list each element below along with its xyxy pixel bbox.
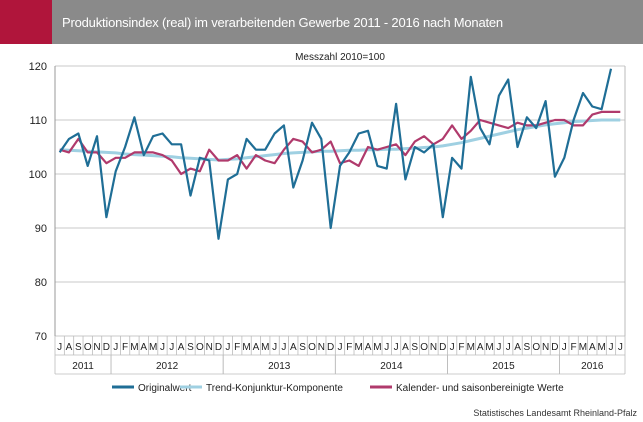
month-tick-label: A xyxy=(402,342,409,353)
month-tick-label: J xyxy=(338,342,343,353)
month-tick-label: A xyxy=(140,342,147,353)
month-tick-label: J xyxy=(384,342,389,353)
month-tick-label: M xyxy=(242,342,250,353)
month-tick-label: J xyxy=(562,342,567,353)
month-tick-label: A xyxy=(66,342,73,353)
month-tick-label: S xyxy=(75,342,82,353)
y-tick-label: 110 xyxy=(29,115,47,127)
source-note: Statistisches Landesamt Rheinland-Pfalz xyxy=(473,408,637,418)
month-tick-label: A xyxy=(178,342,185,353)
chart-subtitle: Messzahl 2010=100 xyxy=(295,52,385,63)
month-tick-label: O xyxy=(308,342,316,353)
month-tick-label: J xyxy=(272,342,277,353)
y-tick-label: 100 xyxy=(29,169,47,181)
month-tick-label: F xyxy=(122,342,128,353)
month-tick-label: J xyxy=(496,342,501,353)
series-line-saisonbereinigt xyxy=(59,110,621,176)
month-tick-label: D xyxy=(551,342,558,353)
chart-title: Produktionsindex (real) im verarbeitende… xyxy=(62,14,503,30)
y-tick-label: 80 xyxy=(35,277,47,289)
month-tick-label: N xyxy=(206,342,213,353)
month-tick-label: O xyxy=(196,342,204,353)
month-tick-label: A xyxy=(514,342,521,353)
month-tick-label: D xyxy=(103,342,110,353)
month-tick-label: F xyxy=(346,342,352,353)
month-tick-label: A xyxy=(365,342,372,353)
series-line-trend xyxy=(59,118,621,162)
month-tick-label: D xyxy=(327,342,334,353)
month-tick-label: N xyxy=(542,342,549,353)
month-tick-label: S xyxy=(411,342,418,353)
month-tick-label: M xyxy=(467,342,475,353)
month-tick-label: J xyxy=(57,342,62,353)
header-accent xyxy=(0,0,52,44)
month-tick-label: M xyxy=(261,342,269,353)
series-line-originalwert xyxy=(58,68,613,240)
legend-label: Kalender- und saisonbereinigte Werte xyxy=(396,383,564,394)
month-tick-label: F xyxy=(571,342,577,353)
month-tick-label: A xyxy=(290,342,297,353)
month-tick-label: O xyxy=(420,342,428,353)
month-tick-label: M xyxy=(149,342,157,353)
month-tick-label: O xyxy=(532,342,540,353)
year-label: 2011 xyxy=(72,361,94,372)
y-tick-label: 120 xyxy=(29,61,47,73)
month-tick-label: J xyxy=(450,342,455,353)
year-label: 2015 xyxy=(492,361,515,372)
month-tick-label: F xyxy=(234,342,240,353)
y-tick-label: 70 xyxy=(35,331,47,343)
y-tick-label: 90 xyxy=(35,223,47,235)
title-bar: Produktionsindex (real) im verarbeitende… xyxy=(52,0,643,44)
month-tick-label: M xyxy=(373,342,381,353)
month-tick-label: M xyxy=(597,342,605,353)
month-tick-label: O xyxy=(84,342,92,353)
month-tick-label: J xyxy=(608,342,613,353)
month-tick-label: D xyxy=(215,342,222,353)
month-tick-label: S xyxy=(299,342,306,353)
month-tick-label: J xyxy=(506,342,511,353)
month-tick-label: A xyxy=(477,342,484,353)
month-tick-label: S xyxy=(187,342,194,353)
month-tick-label: N xyxy=(93,342,100,353)
year-label: 2014 xyxy=(380,361,403,372)
month-tick-label: N xyxy=(318,342,325,353)
month-tick-label: M xyxy=(130,342,138,353)
month-tick-label: M xyxy=(355,342,363,353)
header-bar: Produktionsindex (real) im verarbeitende… xyxy=(0,0,643,44)
month-tick-label: A xyxy=(253,342,260,353)
legend-label: Trend-Konjunktur-Komponente xyxy=(206,383,343,394)
year-label: 2013 xyxy=(268,361,291,372)
month-tick-label: J xyxy=(169,342,174,353)
month-tick-label: J xyxy=(394,342,399,353)
month-tick-label: J xyxy=(281,342,286,353)
year-label: 2016 xyxy=(581,361,604,372)
month-tick-label: M xyxy=(485,342,493,353)
month-tick-label: D xyxy=(439,342,446,353)
month-tick-label: J xyxy=(225,342,230,353)
legend-label: Originalwert xyxy=(138,383,192,394)
month-tick-label: N xyxy=(430,342,437,353)
month-tick-label: J xyxy=(160,342,165,353)
month-tick-label: M xyxy=(579,342,587,353)
month-tick-label: S xyxy=(524,342,531,353)
month-tick-label: F xyxy=(458,342,464,353)
month-tick-label: J xyxy=(113,342,118,353)
month-tick-label: J xyxy=(618,342,623,353)
month-tick-label: A xyxy=(589,342,596,353)
year-label: 2012 xyxy=(156,361,179,372)
